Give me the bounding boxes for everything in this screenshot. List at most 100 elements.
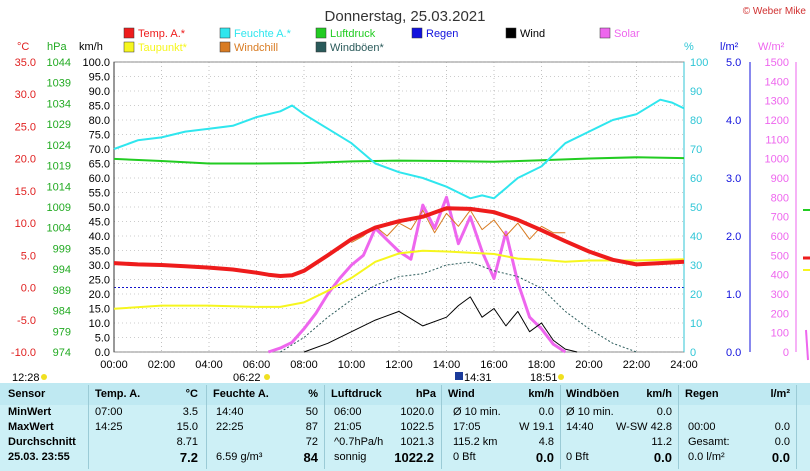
kmh-unit-label: km/h xyxy=(79,41,103,53)
x-tick-label: 24:00 xyxy=(670,359,698,371)
legend-swatch xyxy=(219,27,231,39)
kmh-tick-label: 30.0 xyxy=(89,260,110,272)
solar-tick-label: 1200 xyxy=(765,115,789,127)
hpa-tick-label: 1019 xyxy=(47,161,71,173)
table-cell: 00:00 xyxy=(688,421,716,433)
temp-tick-label: 5.0 xyxy=(21,250,36,262)
sunrise-icon xyxy=(264,374,270,380)
x-tick-label: 00:00 xyxy=(100,359,128,371)
table-cell: 11.2 xyxy=(651,436,672,448)
solar-tick-label: 400 xyxy=(771,270,789,282)
column-divider xyxy=(324,385,325,469)
table-cell: 0.0 xyxy=(538,406,554,418)
table-cell: 72 xyxy=(305,436,318,448)
hpa-tick-label: 1034 xyxy=(47,98,71,110)
strip-solar-line xyxy=(805,329,809,361)
sunset-icon xyxy=(558,374,564,380)
x-tick-label: 10:00 xyxy=(338,359,366,371)
column-divider xyxy=(441,385,442,469)
noon-time: 14:31 xyxy=(464,372,492,383)
column-divider xyxy=(88,385,89,469)
kmh-tick-label: 80.0 xyxy=(89,115,110,127)
legend-swatch xyxy=(219,41,231,53)
series-line-feuchtea xyxy=(113,98,685,200)
sun-markers: 12:28 06:22 14:31 18:51 xyxy=(12,372,564,383)
hpa-tick-label: 1044 xyxy=(47,57,71,69)
table-cell: 1021.3 xyxy=(400,436,434,448)
kmh-tick-label: 35.0 xyxy=(89,246,110,258)
solar-tick-label: 1000 xyxy=(765,154,789,166)
header-temp-unit: °C xyxy=(185,388,198,400)
hpa-tick-label: 974 xyxy=(53,347,71,359)
stats-table: Sensor Temp. A. °C Feuchte A. % Luftdruc… xyxy=(0,383,810,471)
hpa-tick-label: 984 xyxy=(53,306,71,318)
table-cell: 1020.0 xyxy=(400,406,434,418)
kmh-tick-label: 15.0 xyxy=(89,304,110,316)
header-temp: Temp. A. xyxy=(95,388,141,400)
x-tick-label: 16:00 xyxy=(480,359,508,371)
temp-tick-label: 20.0 xyxy=(15,154,36,166)
legend-swatch xyxy=(123,41,135,53)
hpa-tick-label: 999 xyxy=(53,243,71,255)
solar-tick-label: 700 xyxy=(771,212,789,224)
legend-label: Taupunkt* xyxy=(138,42,188,54)
table-cell: 7.2 xyxy=(179,450,198,465)
header-humidity: Feuchte A. xyxy=(213,388,269,400)
kmh-tick-label: 5.0 xyxy=(95,333,110,345)
x-tick-label: 04:00 xyxy=(195,359,223,371)
table-cell: ^0.7hPa/h xyxy=(334,436,384,448)
table-cell: 14:25 xyxy=(95,421,123,433)
legend-label: Luftdruck xyxy=(330,28,376,40)
solar-tick-label: 1500 xyxy=(765,57,789,69)
series-line-wind xyxy=(303,296,578,353)
row-label: Durchschnitt xyxy=(8,436,76,448)
sunrise-time: 06:22 xyxy=(233,372,261,383)
kmh-tick-label: 55.0 xyxy=(89,188,110,200)
table-cell: Ø 10 min. xyxy=(566,406,614,418)
header-rain: Regen xyxy=(685,388,719,400)
table-cell: 3.5 xyxy=(182,406,198,418)
weather-chart: Donnerstag, 25.03.2021 © Weber Mike Temp… xyxy=(11,6,810,383)
axis-unit-labels: °C hPa km/h% l/m² W/m² xyxy=(17,41,785,53)
hpa-tick-label: 1029 xyxy=(47,119,71,131)
column-divider xyxy=(678,385,679,469)
moonset-time: 12:28 xyxy=(12,372,40,383)
legend-label: Regen xyxy=(426,28,458,40)
pct-tick-label: 30 xyxy=(690,260,702,272)
table-cell: 07:00 xyxy=(95,406,123,418)
x-tick-label: 06:00 xyxy=(243,359,271,371)
kmh-tick-label: 25.0 xyxy=(89,275,110,287)
legend-label: Windchill xyxy=(234,42,278,54)
solar-tick-label: 1400 xyxy=(765,76,789,88)
solar-unit-label: W/m² xyxy=(758,41,785,53)
kmh-tick-label: 0.0 xyxy=(95,347,110,359)
legend-swatch xyxy=(315,27,327,39)
table-cell: 0.0 xyxy=(535,450,554,465)
solar-tick-label: 300 xyxy=(771,289,789,301)
solar-tick-label: 200 xyxy=(771,308,789,320)
kmh-tick-label: 60.0 xyxy=(89,173,110,185)
solar-tick-label: 100 xyxy=(771,328,789,340)
pct-tick-label: 20 xyxy=(690,289,702,301)
table-cell: 1022.2 xyxy=(394,450,434,465)
hpa-tick-label: 979 xyxy=(53,326,71,338)
x-tick-label: 18:00 xyxy=(528,359,556,371)
kmh-tick-label: 45.0 xyxy=(89,217,110,229)
table-cell: 0.0 l/m² xyxy=(688,451,725,463)
table-cell: 84 xyxy=(303,450,318,465)
table-cell: 0.0 xyxy=(774,421,790,433)
axes: 35.0 30.0 25.0 20.0 15.0 10.0 5.0 0.0 -5.0 -10.0 1… xyxy=(11,57,797,371)
header-rain-unit: l/m² xyxy=(770,388,790,400)
chart-legend: Temp. A.* Feuchte A.* Luftdruck Regen Wind So… xyxy=(123,27,640,54)
pct-tick-label: 90 xyxy=(690,86,702,98)
chart-title: Donnerstag, 25.03.2021 xyxy=(325,8,486,25)
temp-tick-label: -10.0 xyxy=(11,347,36,359)
legend-swatch xyxy=(505,27,517,39)
hpa-unit-label: hPa xyxy=(47,41,67,53)
pct-tick-label: 60 xyxy=(690,173,702,185)
table-cell: sonnig xyxy=(334,451,367,463)
kmh-tick-label: 75.0 xyxy=(89,130,110,142)
legend-label: Feuchte A.* xyxy=(234,28,292,40)
solar-tick-label: 600 xyxy=(771,231,789,243)
legend-swatch xyxy=(411,27,423,39)
